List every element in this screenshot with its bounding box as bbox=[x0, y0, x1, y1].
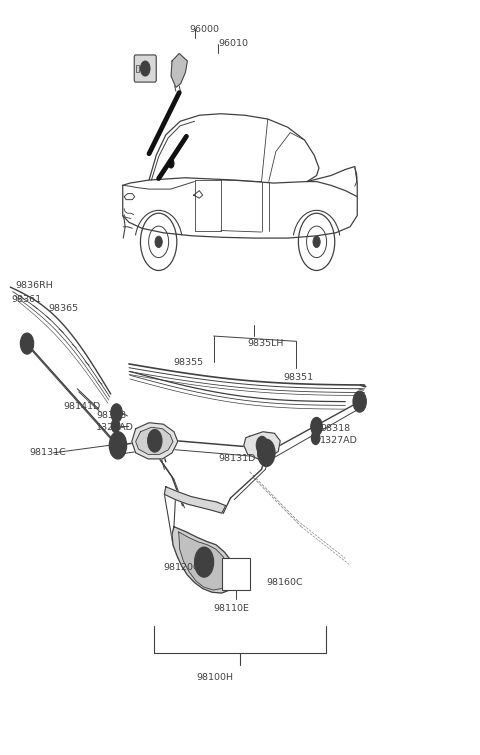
Text: 98355: 98355 bbox=[173, 358, 203, 367]
Text: 96000: 96000 bbox=[190, 25, 220, 34]
Text: 98100H: 98100H bbox=[197, 673, 234, 682]
Bar bbox=[136, 65, 140, 72]
Polygon shape bbox=[244, 432, 280, 459]
Text: 9835LH: 9835LH bbox=[247, 339, 284, 348]
Circle shape bbox=[199, 555, 209, 570]
Text: 98365: 98365 bbox=[48, 304, 79, 313]
Text: 98131C: 98131C bbox=[29, 448, 66, 458]
Text: 98110E: 98110E bbox=[214, 604, 250, 613]
Circle shape bbox=[314, 436, 317, 440]
Circle shape bbox=[143, 64, 148, 73]
Circle shape bbox=[258, 439, 275, 467]
FancyBboxPatch shape bbox=[134, 55, 156, 82]
Circle shape bbox=[111, 419, 120, 433]
Circle shape bbox=[262, 445, 271, 461]
Circle shape bbox=[109, 432, 127, 459]
Circle shape bbox=[312, 431, 320, 445]
Circle shape bbox=[115, 410, 119, 416]
Circle shape bbox=[311, 418, 323, 436]
Text: 98351: 98351 bbox=[283, 373, 313, 382]
Circle shape bbox=[155, 236, 162, 248]
Circle shape bbox=[148, 430, 162, 452]
Circle shape bbox=[141, 61, 150, 76]
Text: 98120C: 98120C bbox=[163, 563, 200, 572]
Circle shape bbox=[315, 424, 319, 430]
Circle shape bbox=[152, 436, 157, 445]
Text: 1327AD: 1327AD bbox=[321, 436, 358, 445]
Polygon shape bbox=[179, 532, 230, 590]
Text: 98131D: 98131D bbox=[218, 454, 256, 463]
Circle shape bbox=[168, 159, 174, 168]
Circle shape bbox=[194, 547, 214, 578]
Circle shape bbox=[114, 424, 117, 428]
Text: 98361: 98361 bbox=[11, 294, 41, 304]
Circle shape bbox=[20, 333, 34, 354]
Circle shape bbox=[353, 391, 366, 412]
Text: 9836RH: 9836RH bbox=[15, 281, 53, 290]
Circle shape bbox=[313, 236, 320, 248]
Text: 1327AD: 1327AD bbox=[96, 423, 134, 432]
Circle shape bbox=[111, 404, 122, 422]
Circle shape bbox=[256, 436, 268, 455]
Polygon shape bbox=[132, 423, 178, 459]
Polygon shape bbox=[172, 527, 236, 593]
Polygon shape bbox=[171, 54, 187, 88]
Bar bbox=[222, 559, 250, 590]
Circle shape bbox=[202, 559, 206, 565]
Text: 98141D: 98141D bbox=[63, 402, 100, 411]
Polygon shape bbox=[164, 487, 226, 513]
Text: 98318: 98318 bbox=[321, 424, 350, 433]
Text: 98318: 98318 bbox=[96, 411, 127, 421]
Text: 98160C: 98160C bbox=[266, 578, 303, 587]
Circle shape bbox=[113, 438, 123, 453]
Text: 96010: 96010 bbox=[218, 39, 249, 48]
Polygon shape bbox=[136, 427, 173, 455]
